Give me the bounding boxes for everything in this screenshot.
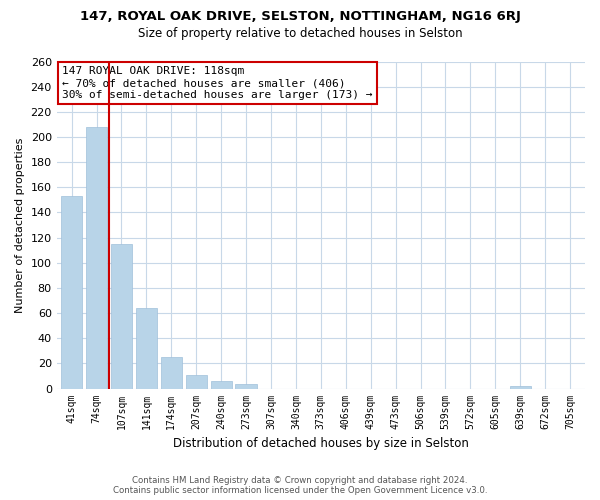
Bar: [211, 381, 232, 388]
Bar: [111, 244, 132, 388]
Y-axis label: Number of detached properties: Number of detached properties: [15, 138, 25, 312]
Bar: [136, 308, 157, 388]
Bar: [185, 374, 207, 388]
X-axis label: Distribution of detached houses by size in Selston: Distribution of detached houses by size …: [173, 437, 469, 450]
Text: Size of property relative to detached houses in Selston: Size of property relative to detached ho…: [137, 28, 463, 40]
Bar: [161, 357, 182, 388]
Bar: [235, 384, 257, 388]
Bar: [509, 386, 531, 388]
Text: 147 ROYAL OAK DRIVE: 118sqm
← 70% of detached houses are smaller (406)
30% of se: 147 ROYAL OAK DRIVE: 118sqm ← 70% of det…: [62, 66, 373, 100]
Text: 147, ROYAL OAK DRIVE, SELSTON, NOTTINGHAM, NG16 6RJ: 147, ROYAL OAK DRIVE, SELSTON, NOTTINGHA…: [80, 10, 520, 23]
Bar: [86, 127, 107, 388]
Bar: [61, 196, 82, 388]
Text: Contains HM Land Registry data © Crown copyright and database right 2024.
Contai: Contains HM Land Registry data © Crown c…: [113, 476, 487, 495]
